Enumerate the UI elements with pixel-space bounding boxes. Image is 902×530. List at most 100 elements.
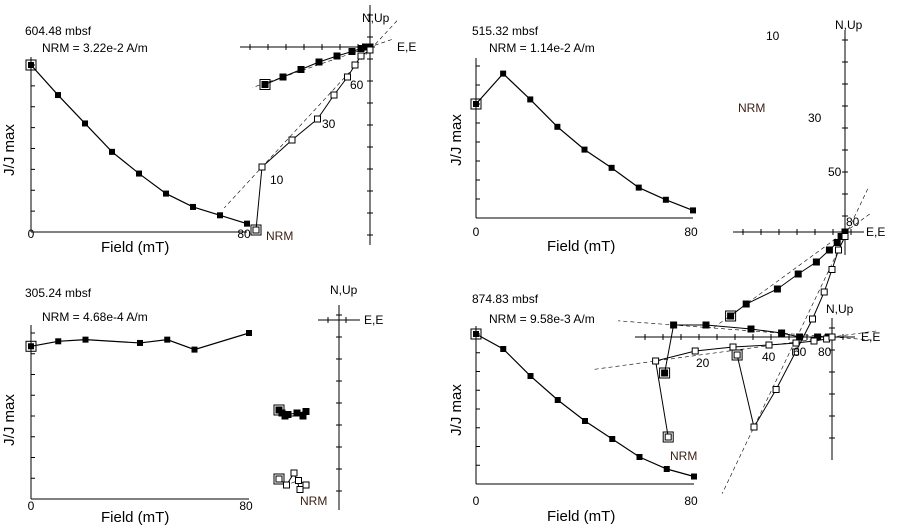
panel-3-nrm-label: NRM bbox=[300, 494, 327, 508]
panel-2-decay-plot bbox=[470, 58, 696, 219]
panel-3-y-axis-title: J/J max bbox=[1, 394, 18, 446]
panel-1-step-label-30: 30 bbox=[322, 117, 336, 131]
panel-2-decay-point bbox=[500, 70, 507, 77]
panel-2-horizontal-point bbox=[833, 239, 841, 246]
panel-1-decay-point bbox=[190, 203, 196, 210]
panel-3-subtitle: NRM = 4.68e-4 A/m bbox=[42, 310, 148, 324]
panel-3-horizontal-point bbox=[293, 409, 301, 417]
panel-2-subtitle: NRM = 1.14e-2 A/m bbox=[489, 41, 595, 55]
panel-1-east-label: E,E bbox=[397, 40, 416, 54]
panel-2-vertical-point bbox=[828, 266, 836, 273]
panel-2-vertical-point bbox=[820, 288, 828, 296]
panel-4-decay-point bbox=[609, 436, 616, 442]
panel-1-decay-plot bbox=[25, 57, 250, 233]
panel-1-decay-point bbox=[28, 62, 34, 68]
panel-1-vertical-point bbox=[314, 115, 321, 123]
panel-2-step-label-80: 80 bbox=[846, 215, 860, 229]
panel-1: 604.48 mbsf NRM = 3.22e-2 A/m 0 80 Field… bbox=[1, 5, 416, 256]
panel-4-decay-point bbox=[663, 466, 670, 472]
panel-1-horizontal-point bbox=[279, 73, 287, 81]
panel-3-zijderveld bbox=[273, 305, 360, 510]
panel-1-vertical-point bbox=[344, 73, 351, 81]
panel-2-horizontal-point bbox=[727, 312, 735, 320]
panel-2-east-label: E,E bbox=[866, 225, 885, 239]
panel-4-horizontal-point bbox=[778, 329, 786, 337]
panel-3-decay-point bbox=[55, 338, 62, 345]
panel-2-decay-point bbox=[554, 123, 561, 130]
panel-1-horizontal-point bbox=[261, 81, 269, 88]
panel-4-x-tick-0: 0 bbox=[473, 494, 480, 508]
panel-4-horizontal-point bbox=[670, 321, 678, 329]
panel-1-decay-point bbox=[109, 148, 115, 155]
panel-4-decay-point bbox=[473, 331, 479, 337]
panel-3-north-up-label: N,Up bbox=[330, 283, 358, 297]
panel-2-decay-point bbox=[662, 196, 669, 203]
panel-1-zijderveld bbox=[223, 5, 398, 245]
panel-4-horizontal-point bbox=[661, 369, 669, 377]
panel-2-decay-point bbox=[527, 96, 534, 103]
panel-2-decay-line bbox=[475, 72, 694, 211]
panel-4-vertical-point bbox=[652, 357, 660, 365]
panel-3-east-label: E,E bbox=[364, 313, 383, 327]
panel-1-horizontal-nrm-marker bbox=[259, 79, 271, 90]
panel-2-decay-point bbox=[581, 146, 588, 153]
panel-1-decay-point bbox=[136, 170, 142, 177]
panel-4-east-label: E,E bbox=[861, 330, 880, 344]
panel-2-decay-point bbox=[608, 164, 615, 171]
panel-3-vertical-point bbox=[290, 469, 298, 477]
panel-1-x-tick-0: 0 bbox=[28, 227, 35, 241]
panel-4-decay-point bbox=[691, 473, 697, 480]
panel-1-decay-point bbox=[217, 212, 223, 219]
panel-2-decay-point bbox=[473, 101, 479, 107]
panel-4-decay-point bbox=[582, 418, 588, 424]
panel-2-horizontal-nrm-marker bbox=[725, 310, 737, 322]
panel-2-zijderveld bbox=[711, 30, 870, 494]
panel-4: 874.83 mbsf NRM = 9.58e-3 A/m 0 80 Field… bbox=[448, 292, 880, 525]
panel-4-decay-point bbox=[554, 397, 561, 403]
panel-4-step-label-80: 80 bbox=[818, 345, 832, 359]
panel-2-step-label-30: 30 bbox=[808, 111, 822, 125]
panel-2-vertical-point bbox=[841, 233, 849, 240]
panel-2-vertical-point bbox=[835, 246, 842, 254]
panel-4-x-tick-80: 80 bbox=[684, 494, 698, 508]
panel-1-horizontal-point bbox=[315, 58, 323, 66]
panel-4-vertical-point bbox=[765, 341, 773, 349]
panel-3-decay-point bbox=[137, 339, 143, 346]
panel-4-horizontal-nrm-marker bbox=[659, 367, 671, 379]
panel-1-vertical-point bbox=[252, 226, 260, 234]
panel-2-x-tick-0: 0 bbox=[473, 225, 480, 239]
panel-4-vertical-point bbox=[792, 339, 800, 347]
panel-2: 515.32 mbsf NRM = 1.14e-2 A/m 0 80 Field… bbox=[448, 18, 885, 494]
panel-1-decay-point bbox=[82, 120, 88, 127]
panel-2-decay-point bbox=[690, 207, 696, 214]
panel-3-decay-point bbox=[191, 346, 198, 353]
panel-1-vertical-point bbox=[288, 136, 296, 144]
panel-4-vertical-point bbox=[729, 343, 737, 351]
panel-3-title: 305.24 mbsf bbox=[25, 286, 92, 300]
panel-3-x-tick-0: 0 bbox=[28, 499, 35, 513]
panel-4-horizontal-point bbox=[747, 325, 755, 333]
panel-4-step-label-60: 60 bbox=[793, 345, 807, 359]
panel-4-vertical-point bbox=[828, 333, 836, 341]
panel-2-horizontal-fit-line bbox=[711, 213, 870, 330]
panel-4-nrm-marker bbox=[470, 328, 482, 340]
panel-4-vertical-point bbox=[664, 433, 672, 441]
panel-3-decay-plot bbox=[25, 325, 252, 500]
panel-3-decay-point bbox=[28, 343, 34, 350]
panel-1-north-up-label: N,Up bbox=[362, 11, 390, 25]
panel-3-vertical-point bbox=[275, 475, 283, 483]
panel-1-x-tick-80: 80 bbox=[237, 227, 251, 241]
panel-4-step-label-20: 20 bbox=[696, 356, 710, 370]
panel-2-vertical-point bbox=[809, 315, 816, 323]
panel-2-horizontal-point bbox=[794, 270, 802, 278]
panel-4-y-axis-title: J/J max bbox=[448, 384, 465, 436]
panel-2-vertical-point bbox=[792, 348, 800, 356]
panel-3-vertical-point bbox=[283, 481, 290, 489]
panel-1-vertical-point bbox=[357, 52, 365, 60]
panel-2-north-up-label: N,Up bbox=[835, 18, 863, 32]
panel-3-nrm-marker bbox=[25, 340, 37, 352]
panel-1-vertical-point bbox=[258, 163, 266, 171]
panel-3-vertical-point bbox=[295, 477, 302, 484]
panel-3: 305.24 mbsf NRM = 4.68e-4 A/m 0 80 Field… bbox=[1, 283, 383, 526]
panel-4-step-label-40: 40 bbox=[762, 350, 776, 364]
